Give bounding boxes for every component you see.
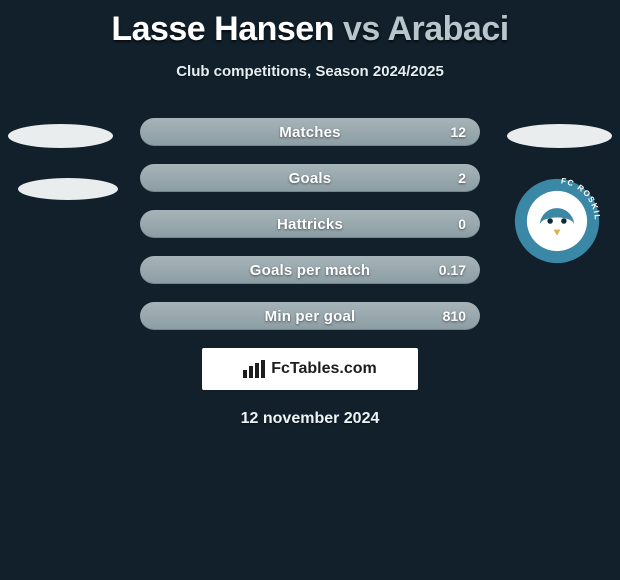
club-badge-roskilde: FC ROSKILDE — [514, 178, 600, 264]
stat-label: Matches — [279, 124, 340, 141]
stat-label: Goals per match — [250, 262, 371, 279]
stat-value-right: 0.17 — [439, 262, 466, 278]
stat-bar-goals-per-match: Goals per match 0.17 — [140, 256, 480, 284]
stat-bar-matches: Matches 12 — [140, 118, 480, 146]
stat-bar-hattricks: Hattricks 0 — [140, 210, 480, 238]
title-player1: Lasse Hansen — [111, 10, 334, 48]
stat-value-right: 12 — [450, 124, 466, 140]
decorative-ellipse-left-1 — [8, 124, 113, 148]
stat-value-right: 810 — [443, 308, 466, 324]
stat-label: Goals — [289, 170, 332, 187]
title-vs: vs — [343, 10, 380, 48]
chart-bars-icon — [243, 360, 265, 378]
stat-bar-goals: Goals 2 — [140, 164, 480, 192]
stat-value-right: 0 — [458, 216, 466, 232]
stat-bar-list: Matches 12 Goals 2 Hattricks 0 Goals per… — [140, 118, 480, 330]
stat-label: Hattricks — [277, 216, 343, 233]
attribution-text: FcTables.com — [271, 360, 377, 378]
decorative-ellipse-right-1 — [507, 124, 612, 148]
attribution-box: FcTables.com — [202, 348, 418, 390]
stat-bar-min-per-goal: Min per goal 810 — [140, 302, 480, 330]
page-title: Lasse Hansen vs Arabaci — [0, 0, 620, 49]
club-badge-icon: FC ROSKILDE — [514, 178, 600, 264]
decorative-ellipse-left-2 — [18, 178, 118, 200]
title-player2: Arabaci — [387, 10, 508, 48]
subtitle: Club competitions, Season 2024/2025 — [0, 63, 620, 80]
stat-value-right: 2 — [458, 170, 466, 186]
stat-label: Min per goal — [265, 308, 356, 325]
date-text: 12 november 2024 — [0, 410, 620, 428]
